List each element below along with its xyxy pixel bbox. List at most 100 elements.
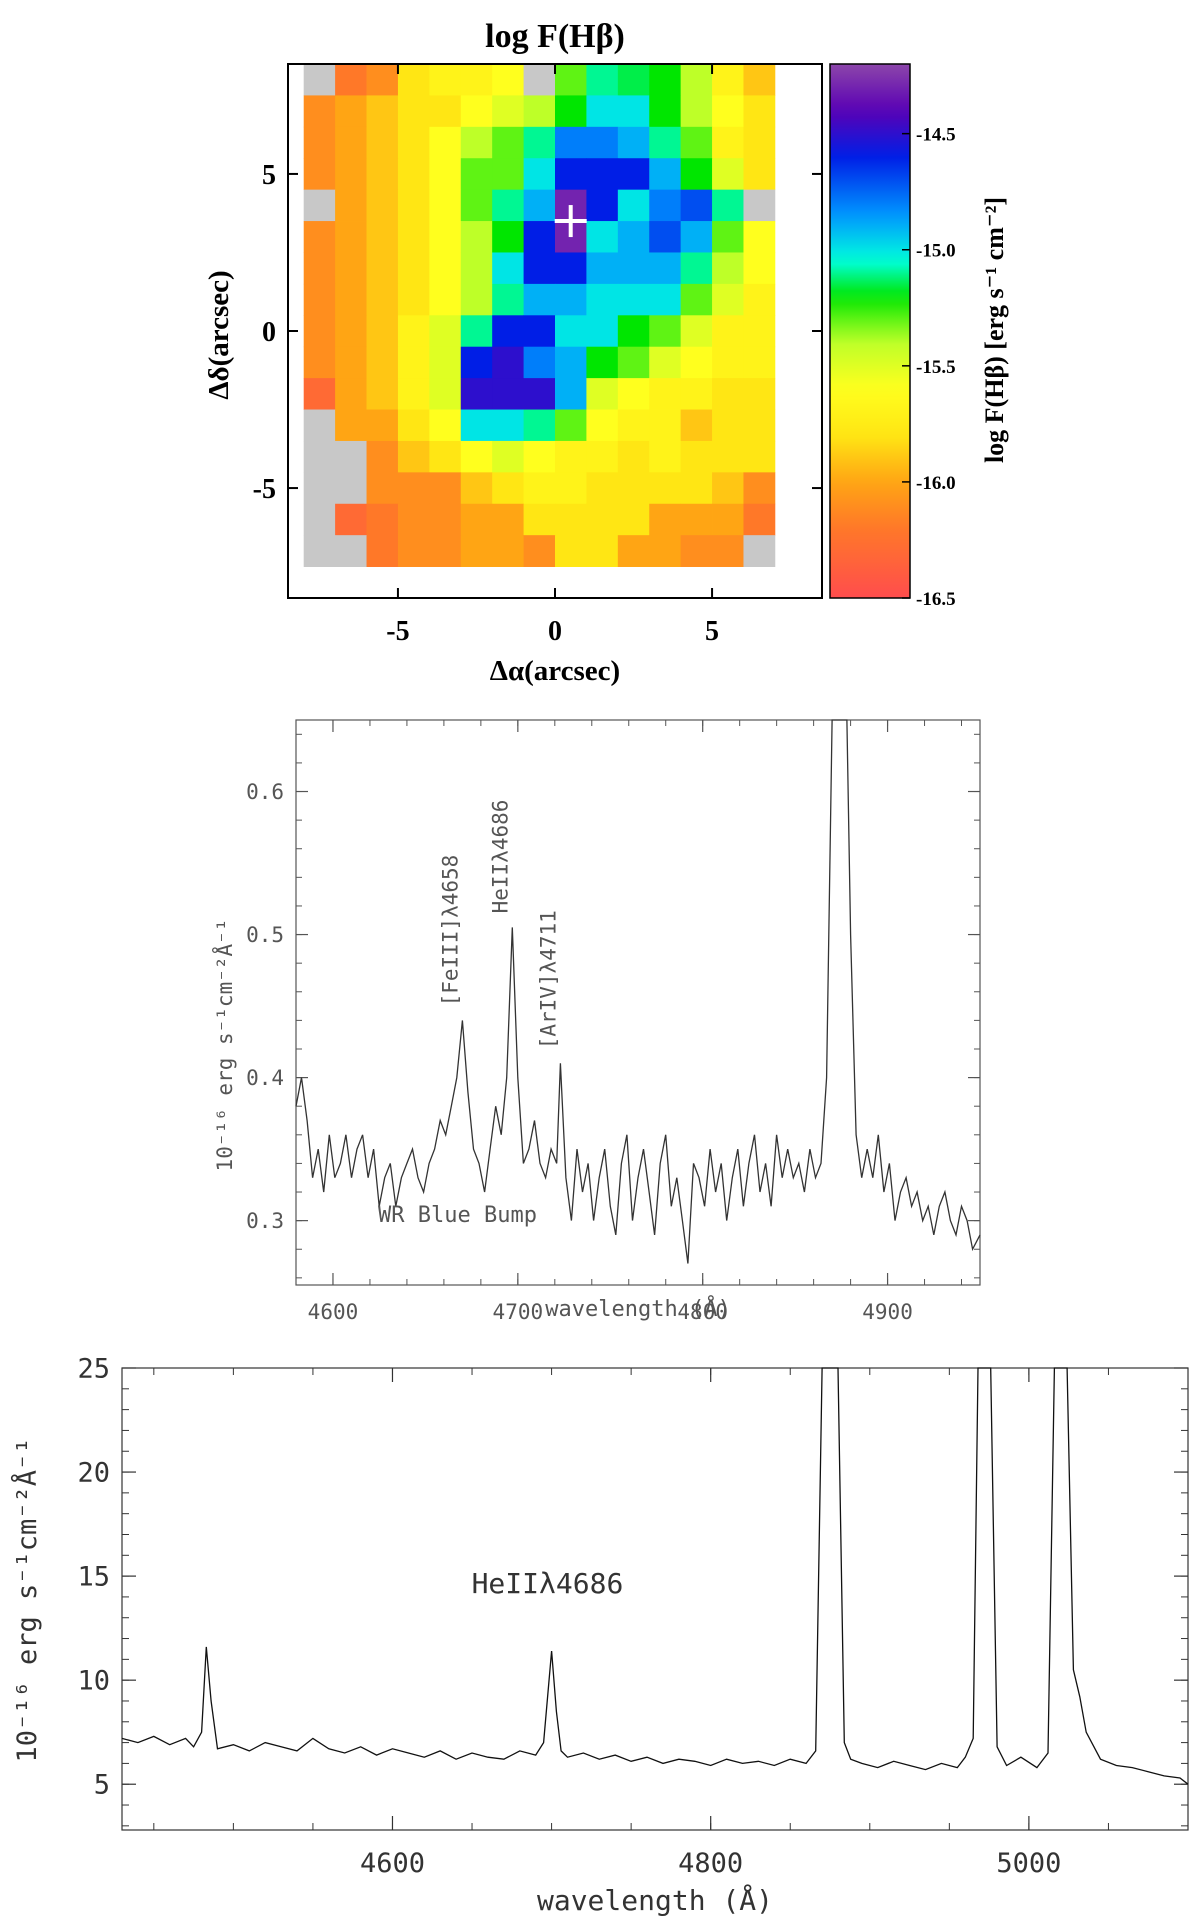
map-cell (649, 126, 682, 159)
map-cell (366, 252, 399, 285)
map-cell (523, 535, 556, 567)
map-cell (460, 503, 493, 536)
map-cell (555, 252, 587, 285)
map-cell (429, 315, 462, 348)
map-cell (617, 409, 650, 442)
map-cell (397, 409, 430, 442)
map-cell (743, 503, 776, 536)
map-cell (523, 503, 556, 536)
map-cell (429, 409, 462, 442)
map-cell (460, 378, 493, 410)
map-cell (523, 189, 556, 222)
map-cell (303, 409, 336, 442)
colorbar (830, 64, 910, 598)
x-tick-label: 4600 (308, 1300, 359, 1324)
spec1-axes-frame (295, 719, 981, 1286)
map-cell (460, 189, 493, 222)
spec1-y-axis-label: 10⁻¹⁶ erg s⁻¹cm⁻²Å⁻¹ (211, 919, 237, 1172)
map-cell (680, 221, 713, 253)
map-cell (617, 158, 650, 191)
map-cell (743, 126, 776, 159)
map-cell (335, 158, 367, 191)
map-cell (460, 158, 493, 191)
map-cell (523, 158, 556, 191)
map-cell (680, 535, 713, 567)
map-cell (429, 535, 462, 567)
map-cell (303, 126, 336, 159)
map-cell (303, 221, 336, 253)
map-cell (680, 283, 713, 316)
map-cell (397, 158, 430, 191)
map-cell (460, 409, 493, 442)
map-x-tick-label: 0 (548, 616, 562, 647)
map-cell (492, 472, 524, 505)
map-cell (460, 440, 493, 473)
map-cell (680, 409, 713, 442)
spec2-line-labels: HeIIλ4686 (472, 1567, 624, 1600)
map-cell (397, 95, 430, 128)
map-cell (586, 378, 619, 410)
map-cell (429, 126, 462, 159)
map-cell (492, 315, 524, 348)
map-cell (586, 283, 619, 316)
spec2-line-label: HeIIλ4686 (472, 1567, 624, 1600)
map-cell (680, 378, 713, 410)
map-cell (397, 503, 430, 536)
colorbar-frame (829, 63, 911, 599)
map-cell (460, 95, 493, 128)
map-cell (429, 95, 462, 128)
map-cell (712, 535, 744, 567)
y-tick-label: 0.4 (246, 1066, 284, 1090)
map-cell (712, 95, 744, 128)
map-cell (303, 189, 336, 222)
map-cell (555, 95, 587, 128)
colorbar-ticks: -14.5 -15.0 -15.5 -16.0 -16.5 (902, 125, 956, 610)
map-cell (555, 126, 587, 159)
map-cell (335, 252, 367, 285)
map-cell (366, 535, 399, 567)
map-cell (460, 346, 493, 379)
map-cell (523, 283, 556, 316)
map-cell (649, 409, 682, 442)
map-cell (743, 346, 776, 379)
map-cell (335, 64, 367, 96)
map-cell (649, 283, 682, 316)
map-cell (617, 315, 650, 348)
map-y-tick-label: 0 (262, 317, 276, 348)
map-cell (335, 503, 367, 536)
map-cell (335, 378, 367, 410)
map-cell (743, 535, 776, 567)
map-cell (397, 346, 430, 379)
map-cell (492, 189, 524, 222)
map-cell (523, 95, 556, 128)
map-cell (523, 252, 556, 285)
map-cell (460, 315, 493, 348)
map-cell (712, 315, 744, 348)
map-cell (555, 440, 587, 473)
map-cell (680, 189, 713, 222)
map-cell (649, 503, 682, 536)
map-cell (743, 315, 776, 348)
map-cell (429, 283, 462, 316)
map-cell (649, 346, 682, 379)
map-y-tick-label: 5 (262, 160, 276, 191)
map-cell (743, 409, 776, 442)
map-cell (649, 315, 682, 348)
map-cell (303, 472, 336, 505)
map-cell (712, 440, 744, 473)
map-cell (460, 64, 493, 96)
map-cell (492, 409, 524, 442)
map-cell (586, 95, 619, 128)
map-cell (712, 503, 744, 536)
map-cell (335, 221, 367, 253)
spec2-x-axis-label: wavelength (Å) (537, 1883, 773, 1917)
x-tick-label: 4900 (862, 1300, 913, 1324)
map-cell (617, 378, 650, 410)
map-cell (586, 158, 619, 191)
map-cell (492, 158, 524, 191)
map-cell (617, 221, 650, 253)
map-cell (586, 221, 619, 253)
map-cell (366, 95, 399, 128)
map-cell (555, 378, 587, 410)
y-tick-label: 15 (77, 1562, 110, 1593)
